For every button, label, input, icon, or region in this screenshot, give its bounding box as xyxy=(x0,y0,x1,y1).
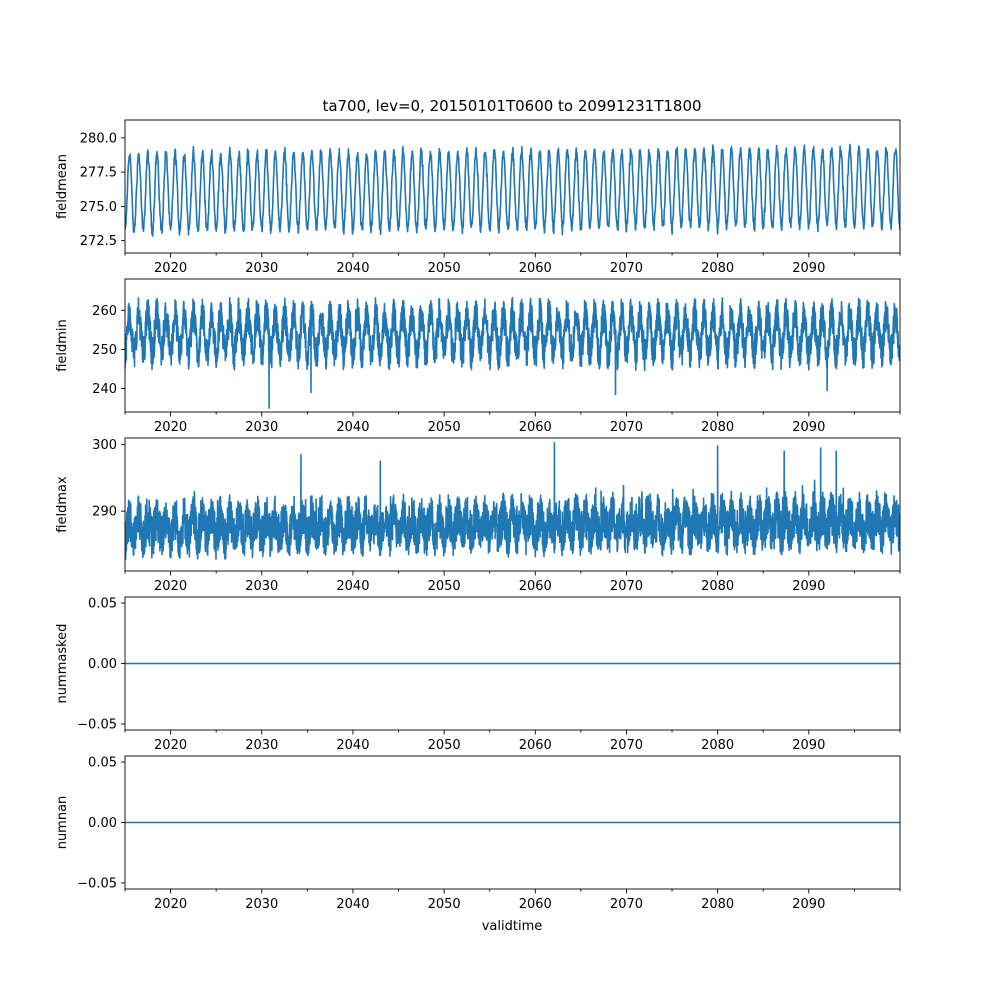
y-tick-label: 0.05 xyxy=(88,756,117,771)
y-tick-label: 260 xyxy=(92,304,117,319)
x-tick-label: 2080 xyxy=(701,897,734,912)
x-tick-label: 2070 xyxy=(610,738,643,753)
chart-title: ta700, lev=0, 20150101T0600 to 20991231T… xyxy=(322,97,701,115)
x-tick-label: 2070 xyxy=(610,897,643,912)
y-tick-label: 290 xyxy=(92,505,117,520)
x-tick-label: 2020 xyxy=(154,420,187,435)
x-tick-label: 2040 xyxy=(336,420,369,435)
x-tick-label: 2040 xyxy=(336,738,369,753)
y-tick-label: 275.0 xyxy=(80,200,117,215)
panel-nummasked: −0.05 0.00 0.05 nummasked 2020 2030 2040 2050 20… xyxy=(55,597,901,753)
x-tick-label: 2090 xyxy=(792,738,825,753)
x-tick-label: 2090 xyxy=(792,420,825,435)
x-tick-label: 2070 xyxy=(610,261,643,276)
x-tick-label: 2080 xyxy=(701,738,734,753)
x-tick-label: 2070 xyxy=(610,420,643,435)
x-tick-label: 2060 xyxy=(519,579,552,594)
y-axis-label-numnan: numnan xyxy=(55,796,70,850)
y-tick-label: 300 xyxy=(92,438,117,453)
x-tick-label: 2060 xyxy=(519,420,552,435)
x-tick-label: 2050 xyxy=(428,579,461,594)
y-tick-label: 277.5 xyxy=(80,166,117,181)
x-tick-label: 2040 xyxy=(336,897,369,912)
x-tick-label: 2030 xyxy=(245,420,278,435)
x-tick-label: 2020 xyxy=(154,897,187,912)
x-tick-label: 2080 xyxy=(701,579,734,594)
axes-frame-fieldmean xyxy=(124,119,901,254)
x-tick-label: 2030 xyxy=(245,579,278,594)
x-tick-label: 2080 xyxy=(701,261,734,276)
y-tick-label: 280.0 xyxy=(80,131,117,146)
series-line-fieldmax xyxy=(125,441,900,560)
x-tick-label: 2050 xyxy=(428,420,461,435)
x-tick-label: 2030 xyxy=(245,897,278,912)
axes-frame-fieldmin xyxy=(124,278,901,413)
x-tick-label: 2050 xyxy=(428,738,461,753)
series-line-fieldmin xyxy=(125,296,900,409)
x-tick-label: 2050 xyxy=(428,261,461,276)
x-tick-label: 2020 xyxy=(154,261,187,276)
x-tick-label: 2020 xyxy=(154,738,187,753)
x-tick-label: 2090 xyxy=(792,579,825,594)
y-axis-label-fieldmean: fieldmean xyxy=(55,154,70,219)
x-tick-label: 2040 xyxy=(336,261,369,276)
x-tick-label: 2090 xyxy=(792,261,825,276)
x-tick-label: 2070 xyxy=(610,579,643,594)
x-axis-label: validtime xyxy=(482,919,543,934)
x-tick-label: 2030 xyxy=(245,261,278,276)
axes-frame-fieldmax xyxy=(124,437,901,572)
x-tick-label: 2040 xyxy=(336,579,369,594)
y-tick-label: 0.00 xyxy=(88,816,117,831)
panels: 272.5 275.0 277.5 280.0 fieldmean 2020 2030 204… xyxy=(55,119,901,912)
panel-numnan: −0.05 0.00 0.05 numnan 2020 2030 2040 2050 2060 2… xyxy=(55,756,901,912)
x-tick-label: 2020 xyxy=(154,579,187,594)
y-tick-label: 250 xyxy=(92,343,117,358)
y-tick-label: 0.05 xyxy=(88,597,117,612)
x-tick-label: 2060 xyxy=(519,261,552,276)
panel-fieldmax: 290 300 fieldmax 2020 2030 2040 2050 2060 2070 20… xyxy=(55,437,901,594)
y-tick-label: −0.05 xyxy=(77,876,117,891)
y-tick-label: −0.05 xyxy=(77,717,117,732)
y-axis-label-nummasked: nummasked xyxy=(55,624,70,704)
x-tick-label: 2050 xyxy=(428,897,461,912)
series-line-fieldmean xyxy=(125,143,900,237)
x-tick-label: 2080 xyxy=(701,420,734,435)
x-tick-label: 2090 xyxy=(792,897,825,912)
x-tick-label: 2060 xyxy=(519,897,552,912)
y-axis-label-fieldmax: fieldmax xyxy=(55,476,70,533)
x-tick-label: 2060 xyxy=(519,738,552,753)
panel-fieldmean: 272.5 275.0 277.5 280.0 fieldmean 2020 2030 204… xyxy=(55,119,901,276)
y-tick-label: 240 xyxy=(92,382,117,397)
y-axis-label-fieldmin: fieldmin xyxy=(55,319,70,372)
panel-fieldmin: 240 250 260 fieldmin 2020 2030 2040 2050 2060 207… xyxy=(55,278,901,435)
y-tick-label: 0.00 xyxy=(88,657,117,672)
y-tick-label: 272.5 xyxy=(80,234,117,249)
x-tick-label: 2030 xyxy=(245,738,278,753)
